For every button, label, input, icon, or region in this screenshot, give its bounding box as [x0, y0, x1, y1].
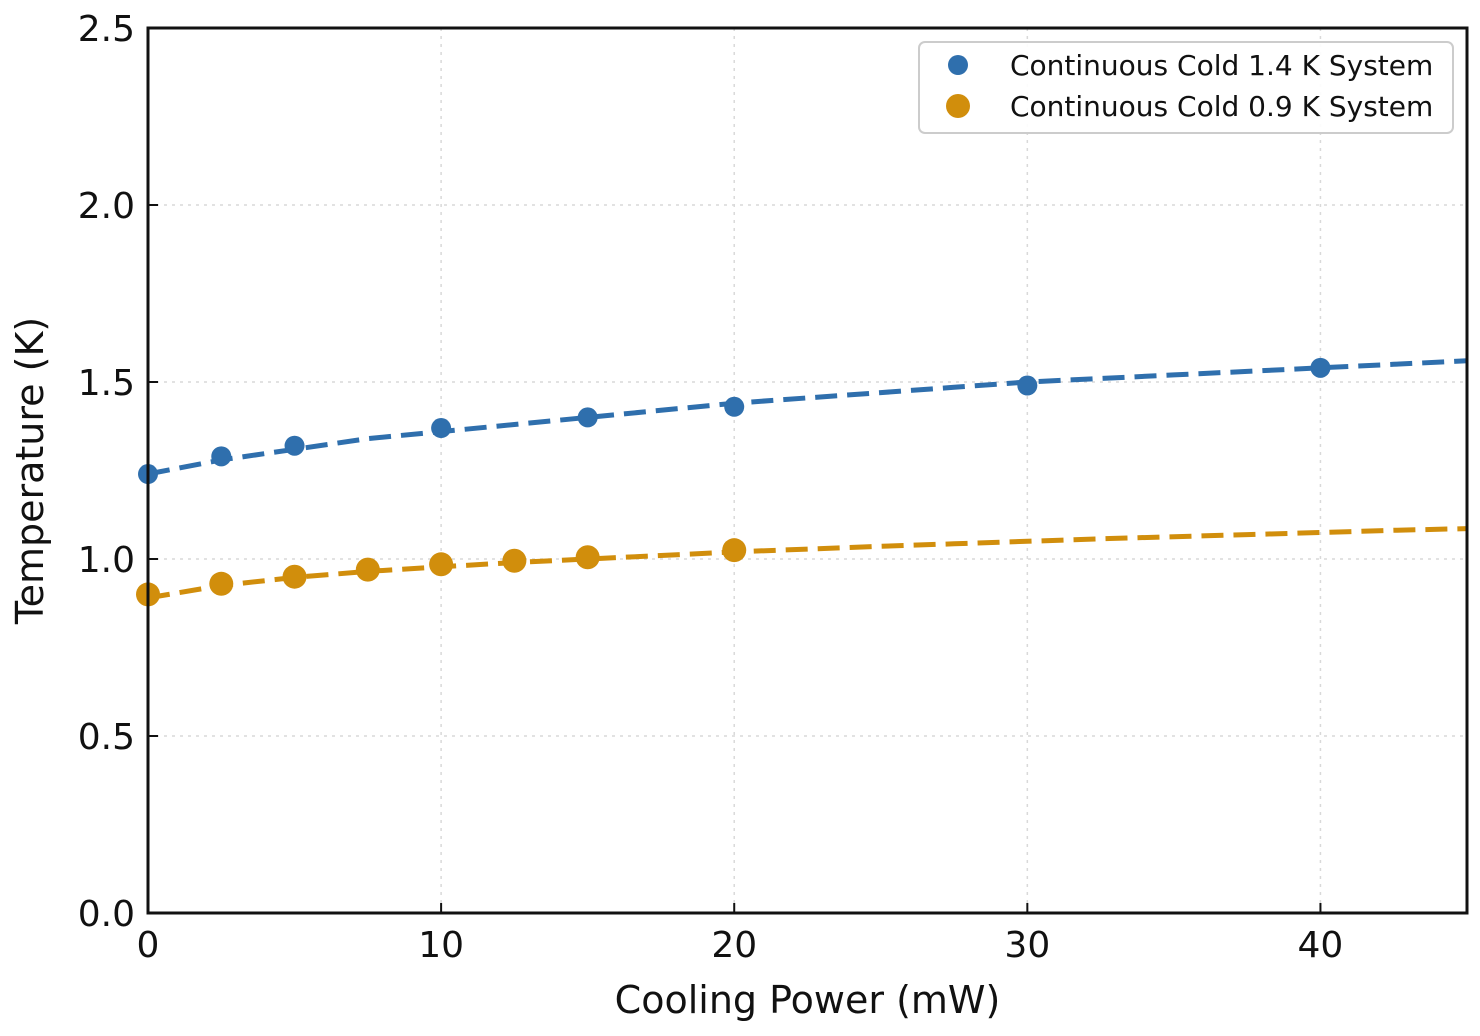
axis-ticks: 0 10 20 30 40 0.0 0.5 1.0 1.5 2.0 2.5 [78, 9, 1344, 966]
data-point [722, 538, 747, 563]
y-tick-label: 2.5 [78, 9, 135, 50]
data-point [577, 407, 598, 428]
fit-line-0 [147, 358, 1468, 477]
fit-line-1 [147, 526, 1468, 601]
y-axis-title: Temperature (K) [8, 317, 52, 625]
y-tick-label: 1.0 [78, 540, 135, 581]
plot-frame [146, 26, 1469, 915]
data-point [1310, 357, 1331, 378]
data-point [429, 552, 454, 577]
x-axis-title: Cooling Power (mW) [615, 978, 1001, 1022]
legend-label-1p4k: Continuous Cold 1.4 K System [1010, 49, 1433, 82]
data-point [575, 545, 600, 570]
x-tick-label: 40 [1298, 925, 1344, 966]
legend-box [918, 41, 1454, 134]
x-tick-label: 20 [711, 925, 757, 966]
data-point [1017, 375, 1038, 396]
x-tick-label: 10 [418, 925, 464, 966]
data-point [284, 435, 305, 456]
data-point [502, 548, 527, 573]
y-tick-label: 0.0 [78, 894, 135, 935]
y-tick-label: 2.0 [78, 186, 135, 227]
data-point [211, 446, 232, 467]
y-tick-label: 1.5 [78, 363, 135, 404]
plot-series [136, 357, 1468, 607]
y-tick-label: 0.5 [78, 717, 135, 758]
data-point [355, 557, 380, 582]
x-tick-label: 30 [1004, 925, 1050, 966]
data-point [724, 396, 745, 417]
legend: Continuous Cold 1.4 K System Continuous … [918, 41, 1454, 134]
data-point [282, 564, 307, 589]
legend-marker-1p4k [948, 55, 968, 75]
data-point [431, 418, 452, 439]
x-tick-label: 0 [137, 925, 160, 966]
data-point [209, 571, 234, 596]
legend-marker-0p9k [946, 94, 970, 118]
grid [148, 28, 1467, 913]
legend-label-0p9k: Continuous Cold 0.9 K System [1010, 90, 1433, 123]
